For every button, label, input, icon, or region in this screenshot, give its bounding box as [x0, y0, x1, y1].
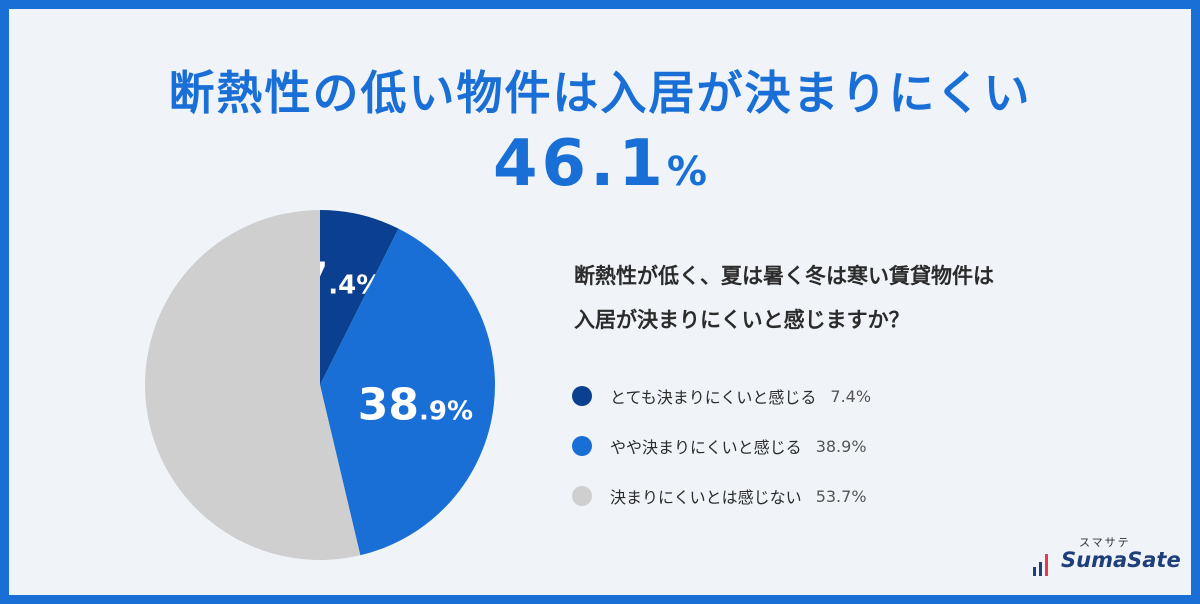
question-line-2: 入居が決まりにくいと感じますか？	[574, 308, 910, 332]
headline-number: 46.1	[493, 127, 667, 201]
pie-slice-label: 38.9%	[358, 380, 473, 431]
headline-unit: %	[666, 149, 707, 195]
pie-chart: 7.4%38.9%	[144, 210, 496, 560]
headline-percentage: 46.1%	[9, 127, 1191, 201]
legend-swatch-icon	[572, 436, 592, 456]
legend-label: 決まりにくいとは感じない	[610, 488, 802, 507]
pie-slice	[144, 210, 361, 560]
pie-slice	[320, 228, 496, 556]
legend-label: やや決まりにくいと感じる	[610, 438, 802, 457]
sumasate-logo: スマサテ SumaSate	[1031, 534, 1181, 584]
legend-item: 決まりにくいとは感じない 53.7%	[572, 471, 1132, 521]
legend-value: 7.4%	[830, 386, 872, 406]
page-title: 断熱性の低い物件は入居が決まりにくい	[168, 66, 1032, 120]
legend-swatch-icon	[572, 386, 592, 406]
pie-slice	[320, 210, 399, 385]
legend-swatch-icon	[572, 486, 592, 506]
legend-value: 53.7%	[815, 486, 867, 506]
question-line-1: 断熱性が低く、夏は暑く冬は寒い賃貸物件は	[574, 264, 994, 288]
logo-kana: スマサテ	[1079, 536, 1131, 549]
logo-text: SumaSate	[1061, 548, 1181, 572]
legend-value: 38.9%	[815, 436, 867, 456]
legend-item: とても決まりにくいと感じる 7.4%	[572, 371, 1132, 421]
legend-item: やや決まりにくいと感じる 38.9%	[572, 421, 1132, 471]
legend-label: とても決まりにくいと感じる	[610, 388, 817, 407]
survey-question: 断熱性が低く、夏は暑く冬は寒い賃貸物件は 入居が決まりにくいと感じますか？	[574, 254, 1134, 342]
logo-bars-icon	[1033, 554, 1053, 576]
chart-legend: とても決まりにくいと感じる 7.4% やや決まりにくいと感じる 38.9% 決ま…	[572, 371, 1132, 521]
